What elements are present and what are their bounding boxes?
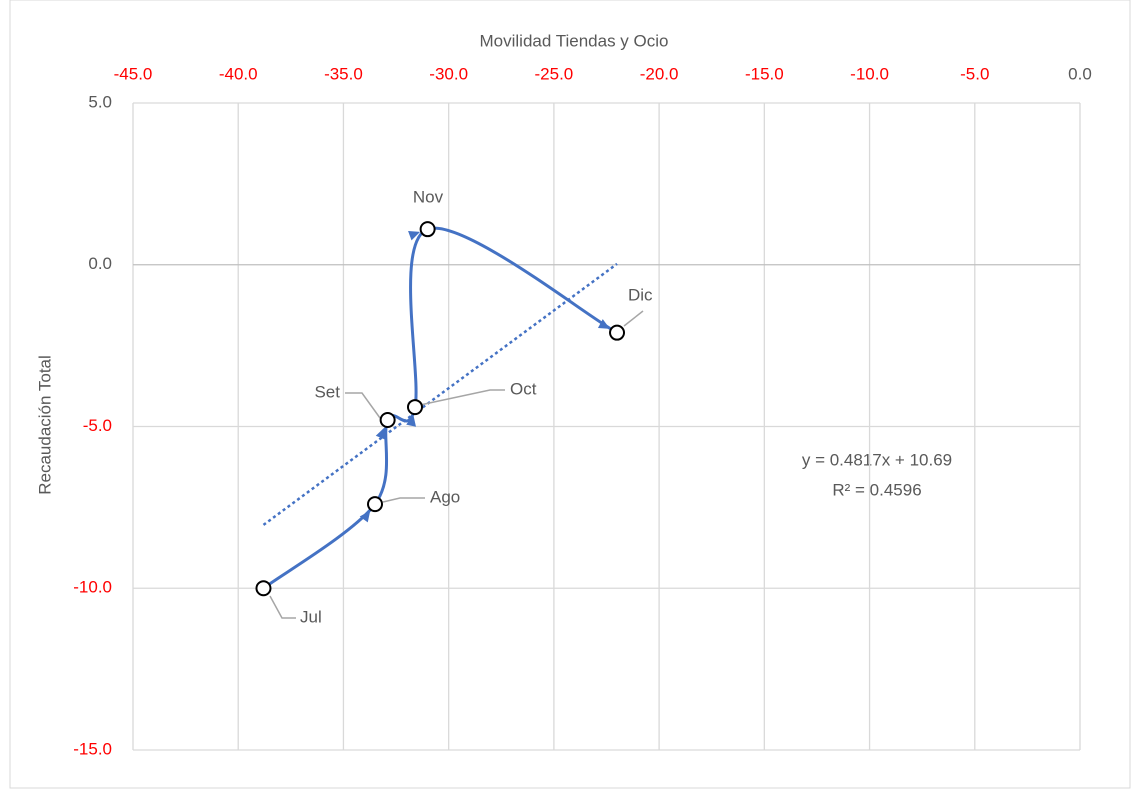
x-tick-label: -35.0 (324, 64, 363, 83)
y-tick-label: 5.0 (88, 92, 112, 111)
arrowhead (406, 414, 416, 427)
label-leader (419, 389, 505, 406)
x-tick-label: -15.0 (745, 64, 784, 83)
x-tick-label: -40.0 (219, 64, 258, 83)
y-tick-label: -5.0 (83, 416, 112, 435)
trendline-r-squared: R² = 0.4596 (832, 480, 921, 499)
label-leader (345, 392, 381, 419)
point-label: Oct (510, 379, 537, 398)
y-tick-label: -15.0 (73, 739, 112, 758)
x-tick-label: -20.0 (640, 64, 679, 83)
trendline (262, 262, 618, 526)
chart-frame (9, 0, 1131, 789)
x-tick-label: 0.0 (1068, 64, 1092, 83)
x-tick-label: -10.0 (850, 64, 889, 83)
y-axis-title: Recaudación Total (35, 355, 54, 495)
y-tick-label: 0.0 (88, 254, 112, 273)
arrowhead (375, 427, 386, 440)
label-leader (382, 497, 425, 503)
arrowhead (359, 510, 371, 523)
point (419, 221, 436, 238)
x-tick-label: -25.0 (535, 64, 574, 83)
x-axis-title: Movilidad Tiendas y Ocio (480, 31, 669, 50)
point (379, 412, 396, 429)
point-label: Nov (413, 187, 444, 206)
y-tick-label: -10.0 (73, 578, 112, 597)
point-label: Jul (300, 607, 322, 626)
x-tick-label: -5.0 (960, 64, 989, 83)
point-label: Dic (628, 285, 653, 304)
arrowhead (408, 231, 421, 241)
point-label: Set (314, 382, 340, 401)
x-tick-label: -45.0 (114, 64, 153, 83)
x-tick-label: -30.0 (429, 64, 468, 83)
label-leader (623, 310, 644, 327)
arrowhead (597, 319, 611, 329)
label-leader (269, 595, 296, 619)
point (255, 580, 272, 597)
point (367, 496, 384, 513)
point (609, 324, 626, 341)
point (406, 399, 423, 416)
point-label: Ago (430, 487, 460, 506)
trendline-equation: y = 0.4817x + 10.69 (802, 450, 952, 469)
